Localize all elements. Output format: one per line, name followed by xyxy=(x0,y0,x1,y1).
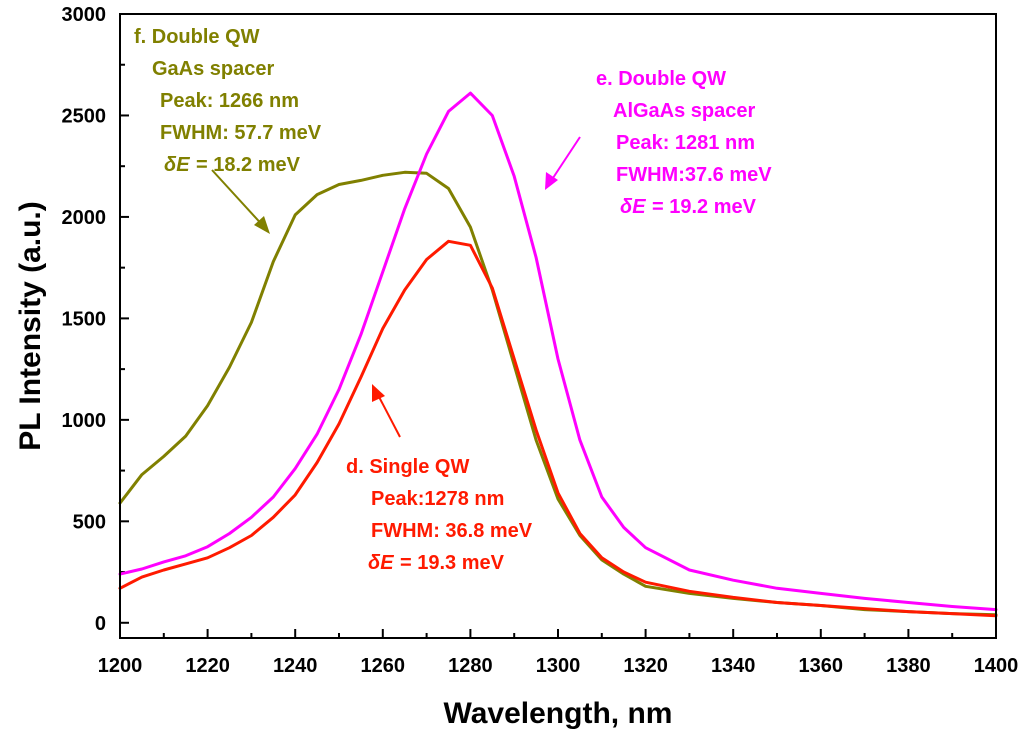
arrowhead-icon xyxy=(372,384,385,402)
arrowhead-icon xyxy=(254,216,270,234)
x-tick-label: 1360 xyxy=(799,655,844,677)
y-tick-label: 2000 xyxy=(62,207,107,229)
x-tick-label: 1280 xyxy=(448,655,493,677)
x-axis-title: Wavelength, nm xyxy=(444,697,673,730)
arrowhead-icon xyxy=(545,172,558,190)
x-tick-label: 1200 xyxy=(98,655,143,677)
y-tick-label: 1500 xyxy=(62,308,107,330)
y-tick-label: 500 xyxy=(73,511,106,533)
annotation-arrow xyxy=(548,136,581,185)
annotation-delta-e-symbol: δE xyxy=(368,552,394,574)
annotation-arrow xyxy=(376,392,401,438)
annotation-delta-e: = 19.2 meV xyxy=(652,196,757,218)
annotation-fwhm: FWHM: 36.8 meV xyxy=(371,520,533,542)
plot-frame xyxy=(119,13,997,639)
annotation-peak: Peak:1278 nm xyxy=(371,488,504,510)
annotation-double-qw-algaas: e. Double QW AlGaAs spacer Peak: 1281 nm… xyxy=(545,68,772,218)
x-tick-label: 1240 xyxy=(273,655,318,677)
x-tick-label: 1220 xyxy=(185,655,230,677)
series-line-2 xyxy=(118,239,998,618)
annotation-fwhm: FWHM:37.6 meV xyxy=(616,164,772,186)
annotation-delta-e-symbol: δE xyxy=(164,154,190,176)
annotation-peak: Peak: 1281 nm xyxy=(616,132,755,154)
series-line-0 xyxy=(118,170,998,617)
x-tick-label: 1380 xyxy=(886,655,931,677)
series-line-1 xyxy=(118,91,998,612)
y-tick-label: 3000 xyxy=(62,4,107,26)
annotation-single-qw: d. Single QW Peak:1278 nm FWHM: 36.8 meV… xyxy=(346,384,533,574)
annotation-spacer: AlGaAs spacer xyxy=(613,100,756,122)
y-tick-label: 2500 xyxy=(62,105,107,127)
annotation-spacer: GaAs spacer xyxy=(152,58,275,80)
x-tick-label: 1300 xyxy=(536,655,581,677)
series-layer xyxy=(118,91,998,618)
annotation-peak: Peak: 1266 nm xyxy=(160,90,299,112)
annotation-delta-e: = 19.3 meV xyxy=(400,552,505,574)
y-axis-title: PL Intensity (a.u.) xyxy=(14,201,47,450)
annotation-title: e. Double QW xyxy=(596,68,726,90)
axis-tick-labels: 1200 1220 1240 1260 1280 1300 1320 1340 1360 1380… xyxy=(62,4,1019,677)
annotation-delta-e: = 18.2 meV xyxy=(196,154,301,176)
x-tick-label: 1260 xyxy=(361,655,406,677)
annotation-delta-e-symbol: δE xyxy=(620,196,646,218)
x-tick-label: 1340 xyxy=(711,655,756,677)
x-tick-label: 1320 xyxy=(623,655,668,677)
annotation-title: d. Single QW xyxy=(346,456,469,478)
y-tick-label: 0 xyxy=(95,613,106,635)
annotation-fwhm: FWHM: 57.7 meV xyxy=(160,122,322,144)
annotation-title: f. Double QW xyxy=(134,26,260,48)
x-tick-label: 1400 xyxy=(974,655,1019,677)
annotation-double-qw-gaas: f. Double QW GaAs spacer Peak: 1266 nm F… xyxy=(134,26,322,234)
y-tick-label: 1000 xyxy=(62,410,107,432)
annotation-arrow xyxy=(211,169,267,230)
